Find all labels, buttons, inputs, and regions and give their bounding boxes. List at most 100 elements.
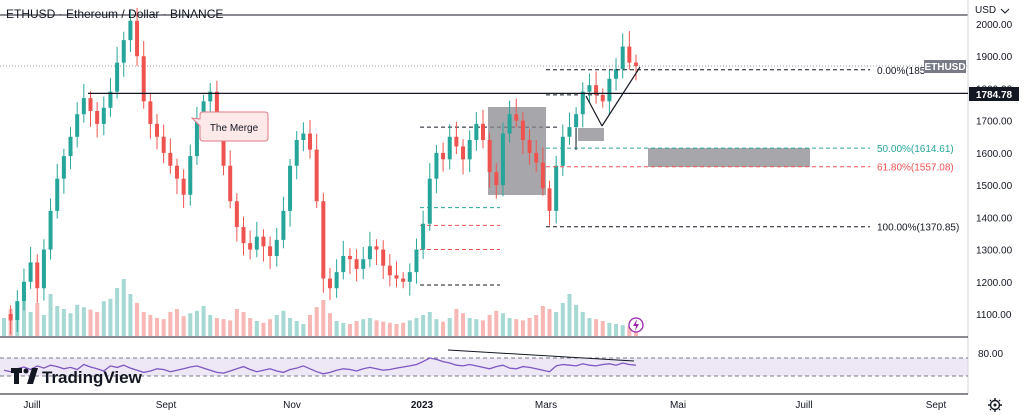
candle-body <box>560 136 565 166</box>
candle-body <box>627 46 632 63</box>
x-tick-label: Mai <box>670 400 686 411</box>
candle-body <box>540 162 545 189</box>
trendline-upper[interactable] <box>601 66 641 127</box>
rsi-line <box>3 357 637 375</box>
trendline-lower[interactable] <box>585 95 603 127</box>
candle-body <box>214 91 219 128</box>
y-tick-label: 1300.00 <box>976 246 1013 257</box>
flash-icon[interactable] <box>628 317 644 333</box>
candle-body <box>241 227 246 244</box>
volume-bar <box>81 307 86 336</box>
volume-bar <box>201 306 206 336</box>
volume-bar <box>580 312 585 336</box>
rsi-divergence-line[interactable] <box>447 349 635 362</box>
volume-bar <box>2 318 6 336</box>
currency-label[interactable]: USD <box>975 5 996 16</box>
x-tick-label: Nov <box>283 400 301 411</box>
y-tick-label: 1100.00 <box>976 310 1012 321</box>
candle-body <box>414 249 419 273</box>
candle-body <box>208 91 213 102</box>
volume-bar <box>254 321 259 336</box>
volume-bar <box>507 318 512 336</box>
candle-body <box>15 301 20 321</box>
symbol-badge: ETHUSD <box>924 60 966 73</box>
volume-bar <box>607 322 612 336</box>
candle-body <box>394 275 399 279</box>
candle-body <box>75 114 80 137</box>
candle-body <box>115 62 120 92</box>
candle-body <box>121 40 126 63</box>
candle-body <box>421 223 426 250</box>
merge-callout[interactable]: The Merge <box>190 111 269 142</box>
volume-bar <box>487 315 492 336</box>
volume-bar <box>168 312 173 336</box>
candle-body <box>341 256 346 273</box>
candle-body <box>128 20 133 41</box>
candle-body <box>567 127 572 137</box>
candle-body <box>35 262 40 289</box>
volume-bar <box>494 310 499 336</box>
volume-bar <box>288 318 293 336</box>
volume-bar <box>241 312 246 336</box>
price-axis[interactable]: 2000.001900.001800.001700.001600.001500.… <box>976 20 1013 321</box>
candle-body <box>148 101 153 124</box>
candle-body <box>28 262 33 282</box>
volume-bar <box>75 304 80 336</box>
volume-bar <box>308 315 313 336</box>
volume-bar <box>188 313 193 336</box>
volume-bar <box>534 315 539 336</box>
candle-body <box>48 210 53 250</box>
volume-bar <box>61 309 66 336</box>
candle-body <box>141 56 146 102</box>
volume-bar <box>474 319 479 336</box>
target-zone-box[interactable] <box>648 148 810 167</box>
candle-body <box>61 156 66 179</box>
volume-bar <box>261 322 266 336</box>
price-pane[interactable] <box>0 0 968 336</box>
tradingview-icon <box>11 368 22 384</box>
volume-bar <box>334 321 339 336</box>
candle-body <box>321 201 326 279</box>
candle-body <box>181 178 186 195</box>
volume-bar <box>108 298 113 336</box>
candle-body <box>381 249 386 266</box>
candle-body <box>494 172 499 186</box>
candle-body <box>594 85 599 95</box>
range-box-2[interactable] <box>578 128 604 141</box>
y-tick-label: 1900.00 <box>976 52 1013 63</box>
candle-body <box>480 123 485 140</box>
candle-body <box>407 272 412 282</box>
fib-level-label: 50.00%(1614.61) <box>877 144 954 155</box>
candle-body <box>281 210 286 240</box>
volume-bar <box>327 313 332 336</box>
candle-body <box>8 314 13 321</box>
volume-bar <box>35 303 40 336</box>
candle-body <box>108 91 113 108</box>
volume-bar <box>141 312 146 336</box>
volume-bar <box>401 322 406 336</box>
settings-gear-icon[interactable] <box>988 398 1002 412</box>
candle-body <box>367 246 372 260</box>
volume-bar <box>394 324 399 336</box>
candle-body <box>194 120 199 157</box>
volume-bar <box>620 325 625 336</box>
candle-body <box>347 256 352 260</box>
candle-body <box>21 281 26 302</box>
candle-body <box>600 94 605 102</box>
fib-level-label: 100.00%(1370.85) <box>877 223 959 234</box>
candle-body <box>634 62 638 66</box>
candle-body <box>587 85 592 92</box>
time-axis[interactable]: Juill Sept Nov 2023 Mars Mai Juill Sept <box>23 400 946 411</box>
candle-body <box>334 272 339 289</box>
fibonacci-levels[interactable]: 0.00%(185 50.00%(1614.61) 61.80%(1557.08) 1… <box>546 66 959 234</box>
volume-bar <box>447 318 452 336</box>
y-tick-label: 2000.00 <box>976 20 1013 31</box>
candle-body <box>514 114 519 121</box>
x-tick-label: Juill <box>23 400 40 411</box>
chevron-down-icon[interactable] <box>1000 8 1010 14</box>
volume-bar <box>600 321 605 336</box>
fib-level-label: 0.00%(185 <box>877 66 926 77</box>
candle-body <box>88 98 93 111</box>
candle-body <box>221 127 226 166</box>
